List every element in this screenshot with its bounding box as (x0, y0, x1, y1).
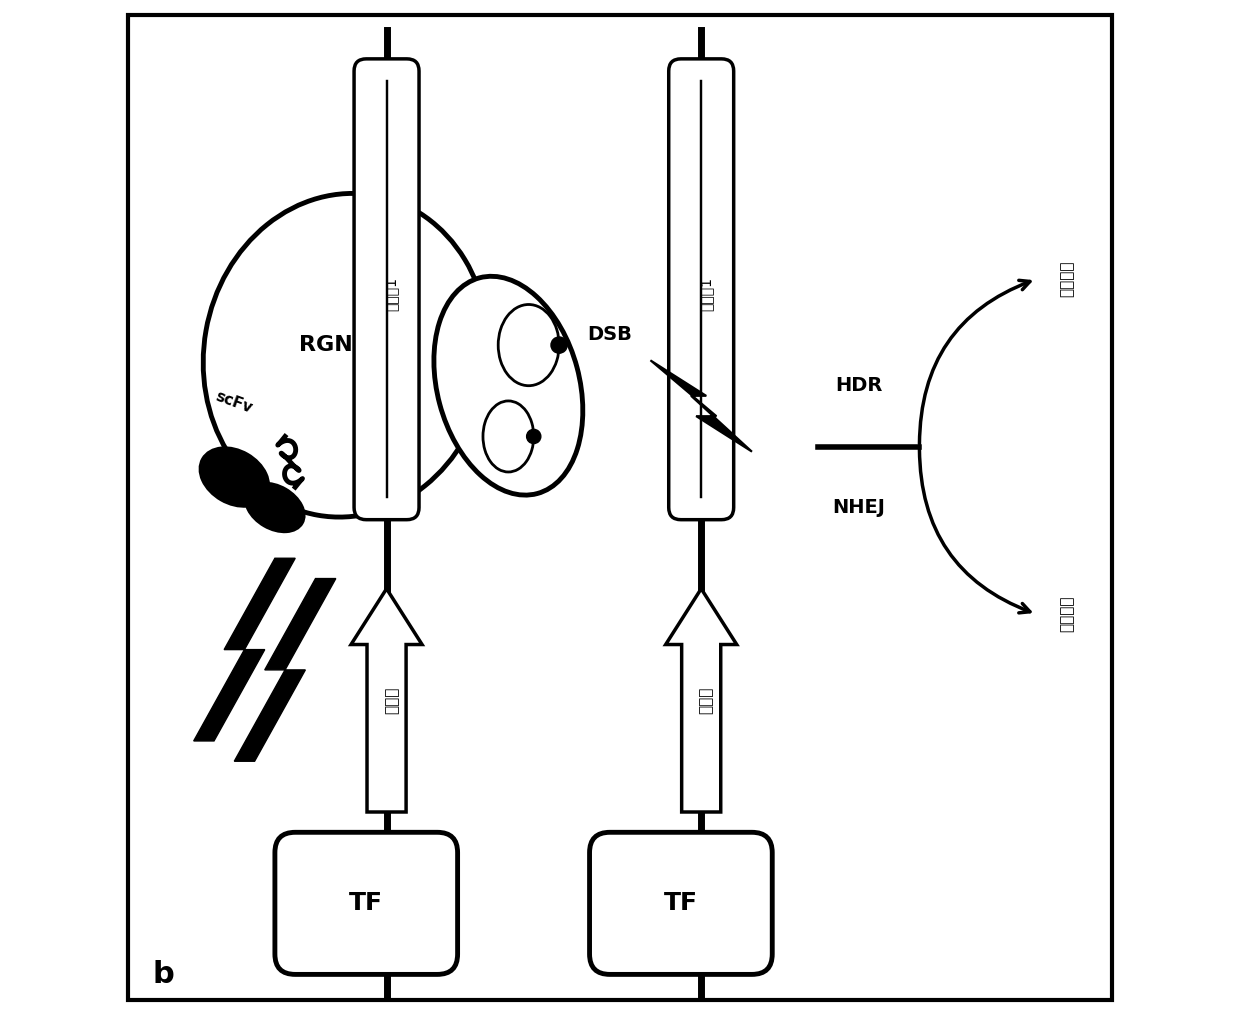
Text: NHEJ: NHEJ (832, 498, 885, 517)
FancyBboxPatch shape (589, 832, 773, 974)
Polygon shape (234, 579, 336, 761)
FancyBboxPatch shape (355, 59, 419, 520)
Circle shape (527, 429, 541, 444)
Text: 基因校正: 基因校正 (1059, 261, 1074, 297)
Polygon shape (193, 558, 295, 741)
Circle shape (551, 337, 567, 353)
Polygon shape (651, 360, 751, 452)
Ellipse shape (247, 484, 303, 531)
Text: HDR: HDR (835, 377, 882, 395)
Text: 基因敲除: 基因敲除 (1059, 596, 1074, 632)
Text: TF: TF (663, 891, 698, 916)
Text: 启动子: 启动子 (384, 687, 399, 714)
FancyBboxPatch shape (275, 832, 458, 974)
Polygon shape (666, 589, 737, 812)
Ellipse shape (434, 276, 583, 495)
Ellipse shape (203, 194, 489, 517)
Ellipse shape (201, 449, 268, 505)
Text: DSB: DSB (588, 326, 632, 344)
Text: b: b (153, 960, 174, 989)
Text: scFv: scFv (213, 389, 255, 416)
FancyBboxPatch shape (668, 59, 734, 520)
Text: 启动子: 启动子 (699, 687, 714, 714)
Text: 外显子1: 外显子1 (384, 277, 398, 312)
Text: RGN: RGN (299, 335, 352, 355)
Polygon shape (351, 589, 422, 812)
Text: 外显子1: 外显子1 (699, 277, 713, 312)
Text: TF: TF (350, 891, 383, 916)
